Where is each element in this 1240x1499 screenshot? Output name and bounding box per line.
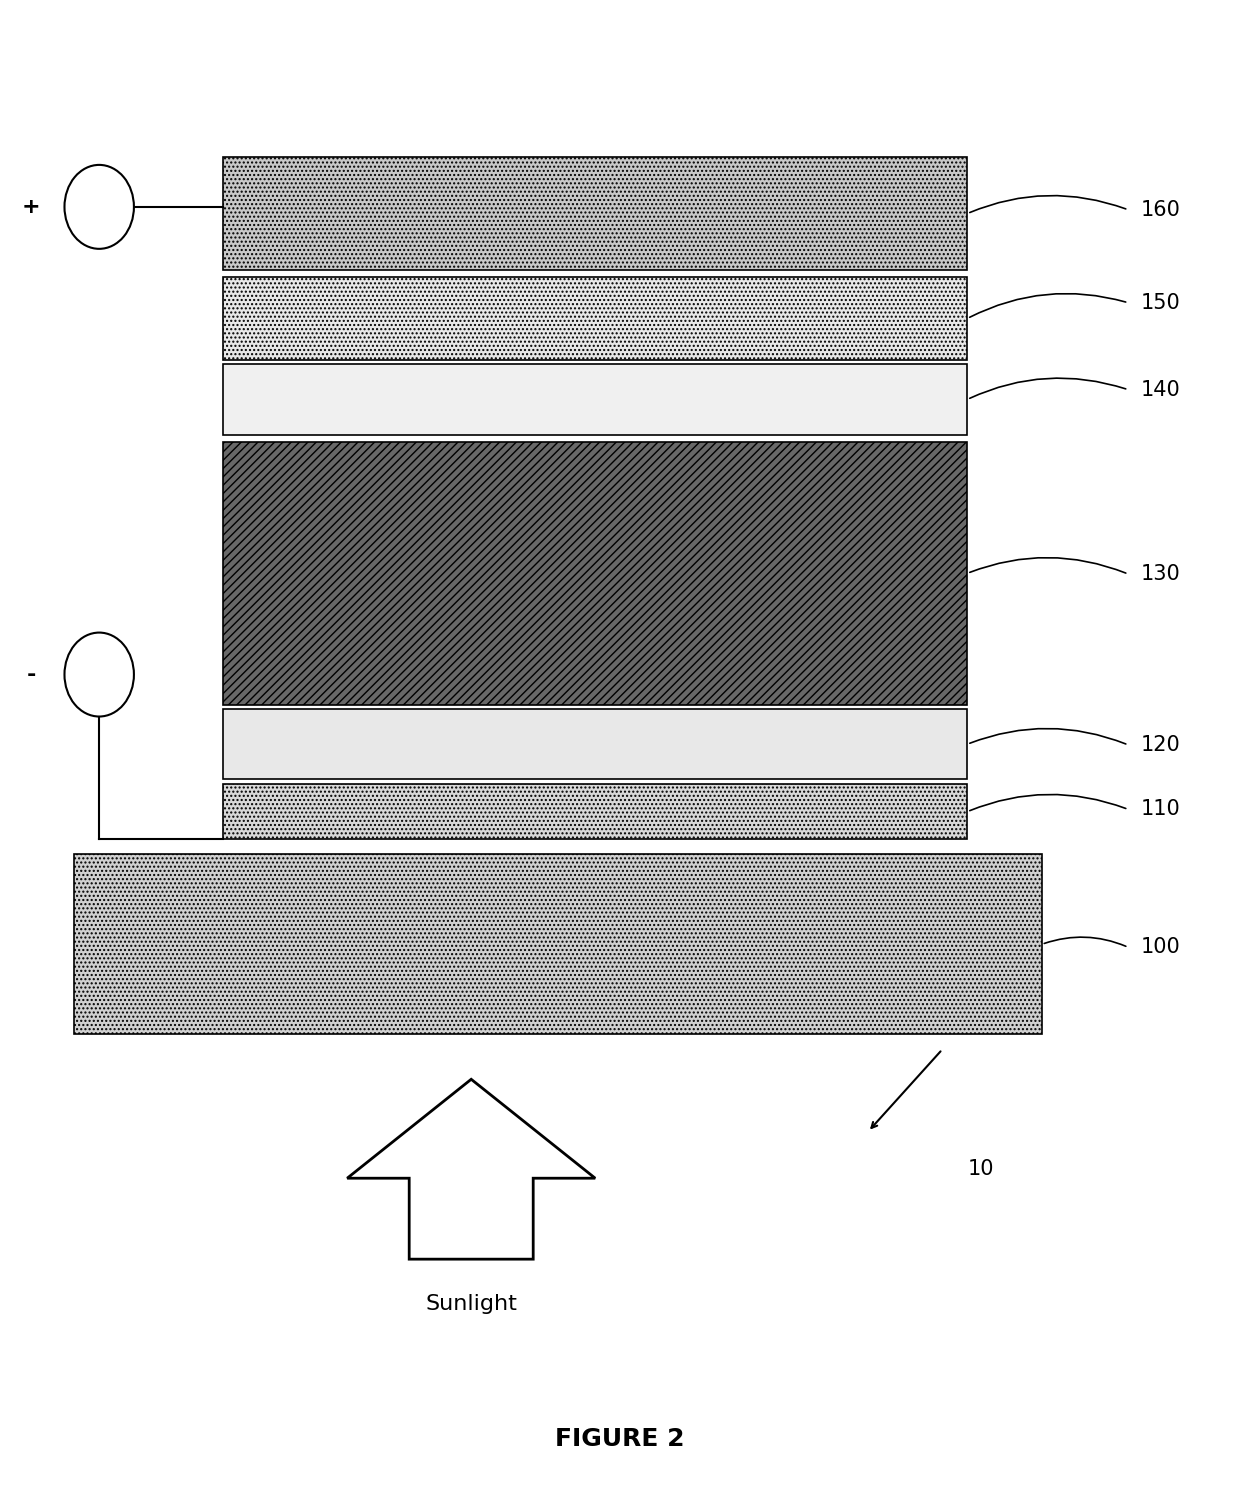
Text: -: - <box>26 664 36 685</box>
FancyBboxPatch shape <box>74 854 1042 1034</box>
FancyBboxPatch shape <box>223 442 967 705</box>
FancyBboxPatch shape <box>223 709 967 779</box>
FancyBboxPatch shape <box>223 364 967 435</box>
Circle shape <box>64 165 134 249</box>
Text: FIGURE 2: FIGURE 2 <box>556 1427 684 1451</box>
Text: 140: 140 <box>1141 379 1180 400</box>
Circle shape <box>64 633 134 717</box>
Text: 150: 150 <box>1141 292 1180 313</box>
Text: 160: 160 <box>1141 199 1180 220</box>
FancyBboxPatch shape <box>223 784 967 839</box>
Text: +: + <box>21 196 41 217</box>
Text: 130: 130 <box>1141 564 1180 585</box>
Text: Sunlight: Sunlight <box>425 1294 517 1315</box>
FancyBboxPatch shape <box>223 157 967 270</box>
Text: 100: 100 <box>1141 937 1180 958</box>
Text: 120: 120 <box>1141 735 1180 755</box>
Polygon shape <box>347 1079 595 1259</box>
Text: 10: 10 <box>967 1159 993 1180</box>
FancyBboxPatch shape <box>223 277 967 360</box>
Text: 110: 110 <box>1141 799 1180 820</box>
